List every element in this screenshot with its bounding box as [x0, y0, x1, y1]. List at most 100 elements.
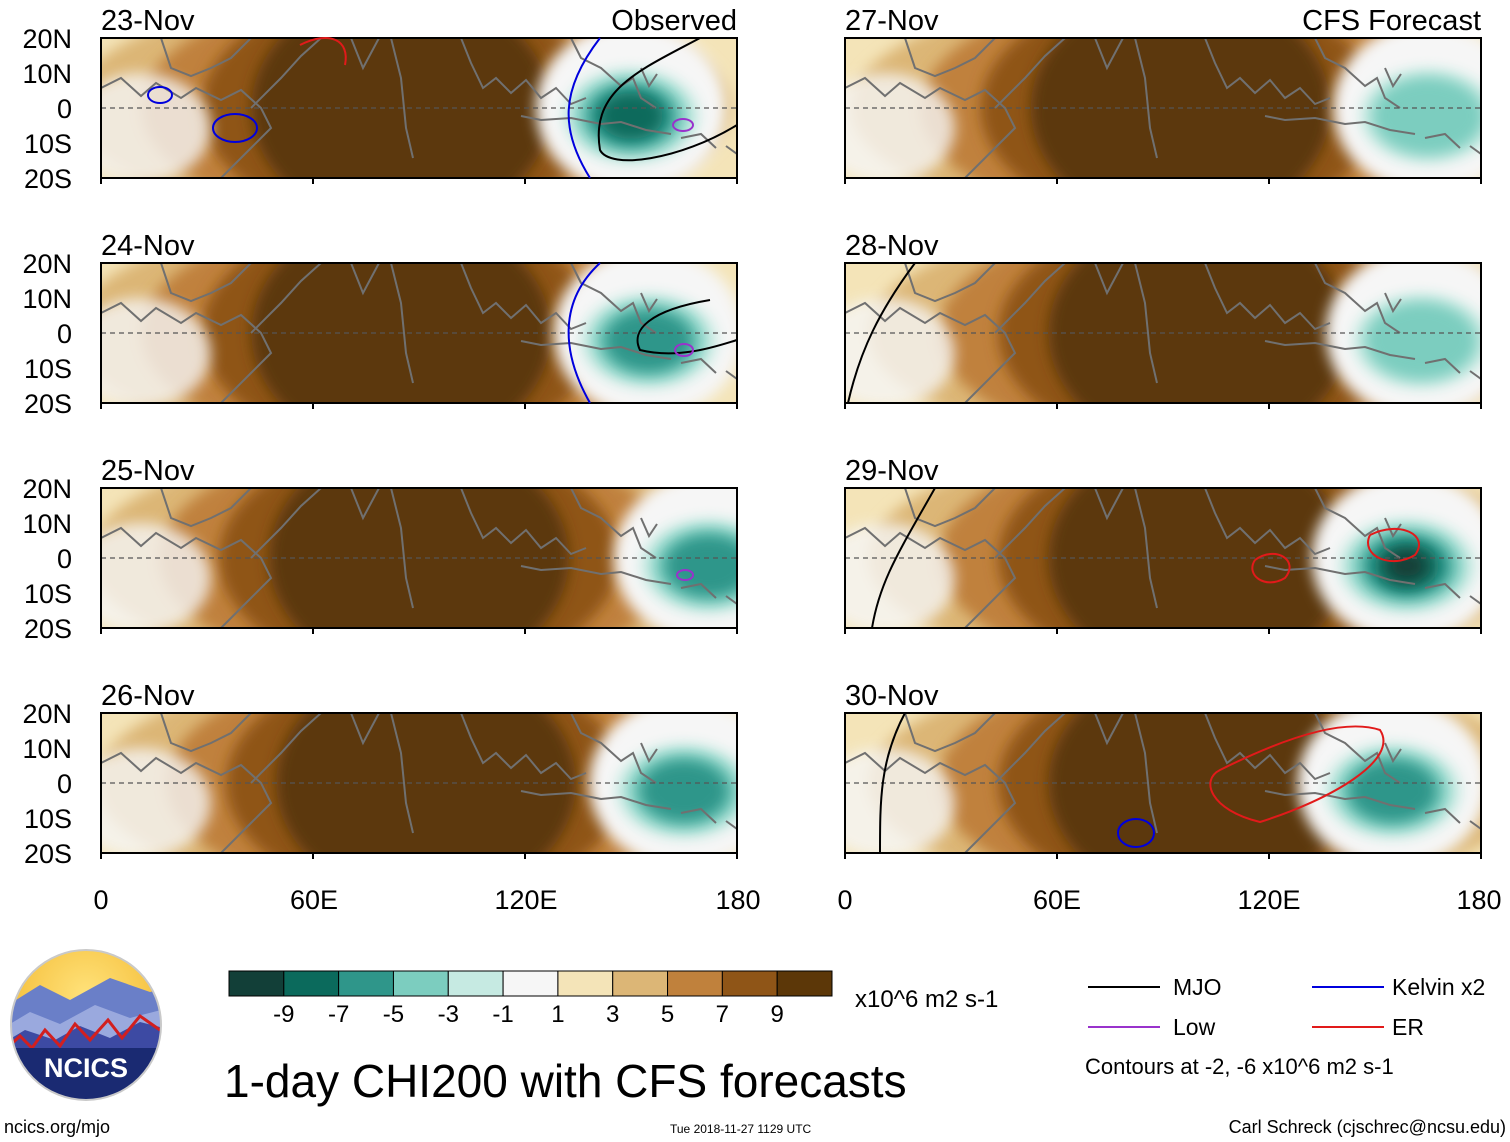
coastline — [460, 263, 587, 331]
coastline — [101, 751, 273, 853]
coastline — [570, 263, 657, 334]
neutral-region — [845, 523, 955, 628]
lon-axis-right: 0 60E 120E 180 — [837, 885, 1501, 915]
low-contour — [672, 118, 694, 132]
kelvin-contour — [212, 113, 258, 143]
lon-label: 180 — [715, 885, 760, 915]
footer-url[interactable]: ncics.org/mjo — [4, 1117, 110, 1137]
coastline — [1469, 370, 1481, 380]
colorbar-tick-label: 7 — [716, 1001, 729, 1028]
colorbar-tick-label: 3 — [606, 1001, 619, 1028]
coastline — [640, 742, 658, 764]
coastline — [725, 370, 737, 380]
negative-anomaly-band — [599, 93, 663, 139]
coastline — [350, 38, 380, 71]
panel-source-tag: CFS Forecast — [1302, 5, 1481, 37]
coastline — [570, 713, 657, 784]
panel-date: 27-Nov — [845, 5, 939, 37]
lon-label: 180 — [1456, 885, 1501, 915]
coastline — [1469, 145, 1481, 155]
coastline — [845, 526, 1017, 628]
lat-label: 10N — [22, 509, 72, 539]
colorbar-tick-label: -1 — [492, 1001, 513, 1028]
anomaly-field — [845, 263, 1481, 403]
coastline — [1314, 488, 1401, 559]
coastline — [1424, 582, 1461, 599]
colorbar-swatch — [283, 970, 340, 997]
coastline — [460, 488, 587, 556]
panel-frame — [844, 712, 1482, 854]
legend-label-er: ER — [1392, 1014, 1424, 1040]
coastline — [1469, 595, 1481, 605]
coastline — [160, 488, 252, 528]
coastline — [640, 517, 658, 539]
coastline — [680, 357, 717, 374]
lat-label: 10S — [24, 129, 72, 159]
negative-anomaly-band — [1372, 77, 1481, 155]
colorbar-tick-label: -3 — [438, 1001, 459, 1028]
lat-label: 0 — [57, 94, 72, 124]
lat-label: 20N — [22, 249, 72, 279]
negative-anomaly-band — [664, 535, 737, 597]
coastline — [904, 488, 996, 528]
panel-frame — [100, 262, 738, 404]
coastline — [250, 38, 322, 109]
panel-frame — [844, 262, 1482, 404]
coastline — [845, 76, 1017, 178]
coastline — [1424, 807, 1461, 824]
lon-label: 120E — [494, 885, 557, 915]
logo-text: NCICS — [44, 1053, 128, 1083]
coastline — [520, 790, 672, 810]
mjo-contour — [879, 712, 906, 854]
panel-frame — [100, 712, 738, 854]
coastline — [520, 340, 672, 360]
colorbar-tick-label: -9 — [273, 1001, 294, 1028]
coastline — [250, 713, 322, 784]
lat-label: 20S — [24, 164, 72, 194]
coastline — [1094, 713, 1124, 746]
coastline — [904, 713, 996, 753]
anomaly-field — [845, 488, 1481, 628]
er-contour — [1367, 527, 1420, 563]
positive-anomaly-band — [251, 38, 552, 178]
coastline — [101, 301, 273, 403]
coastline — [1264, 340, 1416, 360]
neutral-region — [845, 298, 955, 403]
lat-label: 20S — [24, 389, 72, 419]
panel-source-tag: Observed — [611, 5, 737, 37]
footer-timestamp: Tue 2018-11-27 1129 UTC — [670, 1122, 812, 1136]
colorbar-swatch — [338, 970, 394, 997]
coastline — [520, 565, 672, 585]
lat-label: 10S — [24, 579, 72, 609]
coastline — [994, 38, 1066, 109]
lat-label: 0 — [57, 769, 72, 799]
mjo-contour — [636, 299, 738, 355]
colorbar-swatch — [721, 970, 778, 997]
coastline — [725, 595, 737, 605]
map-panel: 28-Nov — [844, 230, 1482, 409]
mjo-contour — [597, 37, 738, 162]
colorbar-swatch — [557, 970, 614, 997]
coastline — [1094, 263, 1124, 296]
coastline — [1314, 713, 1401, 784]
coastline — [725, 145, 737, 155]
coastline — [160, 38, 252, 78]
coastline — [160, 263, 252, 303]
coastline — [1384, 742, 1402, 764]
coastline — [1469, 820, 1481, 830]
coastline — [680, 807, 717, 824]
neutral-region — [101, 73, 211, 178]
coastline — [1134, 38, 1158, 159]
colorbar-tick-label: 5 — [661, 1001, 674, 1028]
colorbar-swatch — [228, 970, 285, 997]
coastline — [1264, 115, 1416, 135]
lon-label: 60E — [290, 885, 338, 915]
coastline — [1204, 713, 1331, 781]
coastline — [1204, 488, 1331, 556]
colorbar-swatch — [776, 970, 833, 997]
coastline — [904, 38, 996, 78]
coastline — [640, 292, 658, 314]
coastline — [390, 488, 414, 609]
panel-date: 25-Nov — [101, 455, 195, 487]
contour-overlays — [147, 36, 1420, 854]
